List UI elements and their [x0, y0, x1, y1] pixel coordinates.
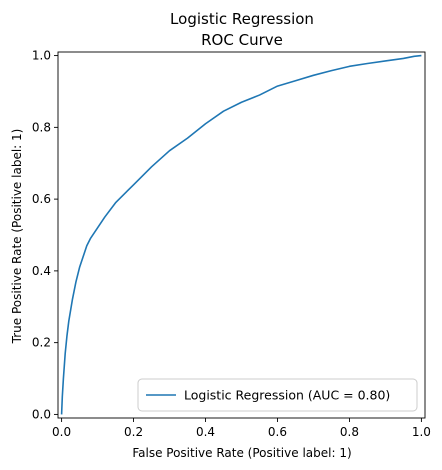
y-axis: 0.0 0.2 0.4 0.6 0.8 1.0 — [32, 49, 58, 421]
x-tick-label-1: 0.2 — [124, 425, 143, 439]
x-tick-label-3: 0.6 — [268, 425, 287, 439]
x-axis: 0.0 0.2 0.4 0.6 0.8 1.0 — [52, 418, 431, 439]
y-tick-label-5: 1.0 — [32, 49, 51, 63]
y-tick-label-0: 0.0 — [32, 407, 51, 421]
x-tick-label-4: 0.8 — [340, 425, 359, 439]
y-tick-label-1: 0.2 — [32, 336, 51, 350]
y-tick-label-2: 0.4 — [32, 264, 51, 278]
x-axis-label: False Positive Rate (Positive label: 1) — [132, 446, 351, 460]
chart-title-line2: ROC Curve — [201, 31, 283, 49]
plot-frame — [57, 51, 426, 419]
chart-title-line1: Logistic Regression — [170, 10, 314, 28]
series-layer — [60, 54, 422, 415]
x-tick-label-2: 0.4 — [196, 425, 215, 439]
legend: Logistic Regression (AUC = 0.80) — [137, 378, 418, 412]
y-axis-label: True Positive Rate (Positive label: 1) — [10, 129, 24, 345]
legend-box — [137, 378, 418, 412]
x-tick-label-0: 0.0 — [52, 425, 71, 439]
x-tick-label-5: 1.0 — [412, 425, 431, 439]
plot-area — [57, 51, 426, 419]
roc-curve-line-0 — [60, 54, 422, 415]
legend-entry-label: Logistic Regression (AUC = 0.80) — [184, 388, 390, 403]
y-tick-label-4: 0.8 — [32, 120, 51, 134]
y-tick-label-3: 0.6 — [32, 192, 51, 206]
